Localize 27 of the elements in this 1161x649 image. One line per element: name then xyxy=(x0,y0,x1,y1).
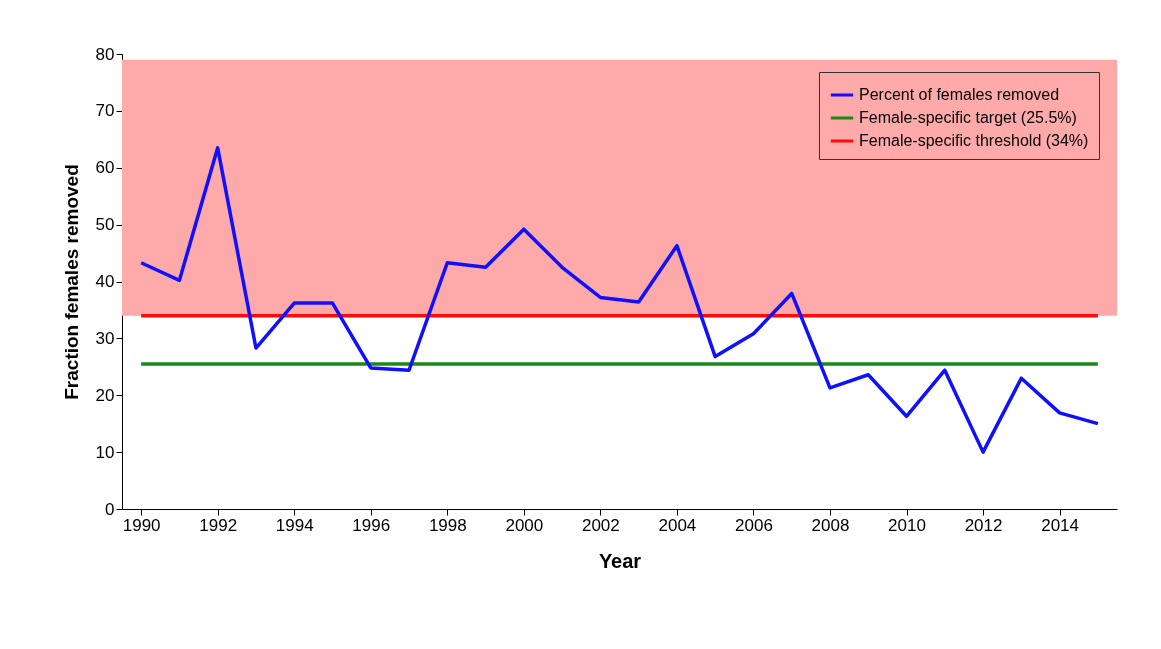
y-tick-label: 50 xyxy=(95,215,115,235)
legend-label: Percent of females removed xyxy=(859,86,1060,103)
x-tick-label: 2014 xyxy=(1041,515,1080,535)
x-axis-title: Year xyxy=(598,549,642,572)
x-tick-label: 2012 xyxy=(964,515,1003,535)
x-tick-label: 2004 xyxy=(658,515,697,535)
x-tick-label: 1994 xyxy=(275,515,314,535)
x-tick-label: 2000 xyxy=(505,515,544,535)
y-tick-label: 80 xyxy=(95,44,115,64)
y-tick-label: 40 xyxy=(95,272,115,291)
y-tick-label: 30 xyxy=(95,328,115,348)
y-tick-label: 70 xyxy=(95,101,115,121)
x-tick-label: 2008 xyxy=(811,515,850,535)
x-tick-label: 1996 xyxy=(352,515,391,535)
legend-label: Female-specific target (25.5%) xyxy=(859,109,1077,126)
y-tick-label: 10 xyxy=(95,442,115,462)
x-tick-label: 2010 xyxy=(888,515,926,535)
x-tick-label: 2006 xyxy=(735,515,773,535)
x-tick-label: 1992 xyxy=(199,515,238,535)
legend-label: Female-specific threshold (34%) xyxy=(859,132,1089,149)
y-axis-title: Fraction females removed xyxy=(60,164,82,400)
x-tick-label: 1998 xyxy=(428,515,467,535)
x-tick-label: 2002 xyxy=(581,515,620,535)
y-tick-label: 60 xyxy=(95,158,115,178)
x-tick-label: 1990 xyxy=(122,515,161,535)
y-tick-label: 0 xyxy=(105,499,115,519)
y-tick-label: 20 xyxy=(95,385,115,405)
